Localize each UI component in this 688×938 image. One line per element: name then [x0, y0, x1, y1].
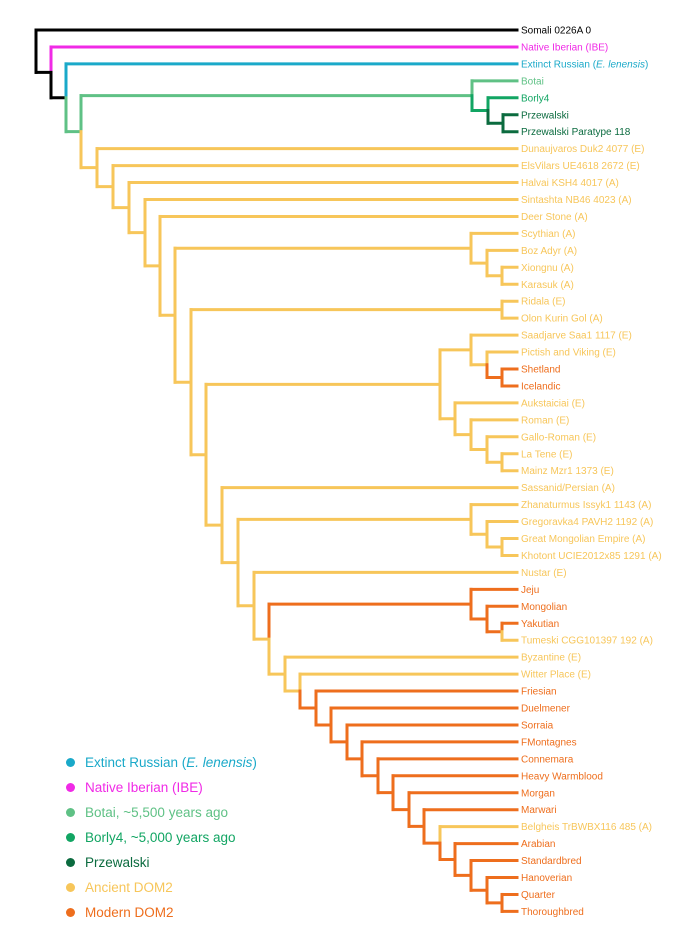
leaf-label: Mongolian — [521, 602, 567, 613]
legend-item: Extinct Russian (E. lenensis) — [66, 750, 257, 775]
leaf-label: Extinct Russian (E. lenensis) — [521, 59, 648, 70]
legend-label: Ancient DOM2 — [85, 880, 173, 895]
tree-branches — [34, 28, 519, 913]
leaf-label: La Tene (E) — [521, 449, 573, 460]
leaf-label: Gallo-Roman (E) — [521, 432, 596, 443]
leaf-label: Mainz Mzr1 1373 (E) — [521, 466, 614, 477]
leaf-label: Belgheis TrBWBX116 485 (A) — [521, 822, 652, 833]
leaf-label: Scythian (A) — [521, 229, 575, 240]
leaf-label: Karasuk (A) — [521, 280, 574, 291]
leaf-label: Somali 0226A 0 — [521, 26, 591, 37]
leaf-label: Aukstaiciai (E) — [521, 398, 585, 409]
leaf-label: Gregoravka4 PAVH2 1192 (A) — [521, 517, 653, 528]
leaf-label: Borly4 — [521, 93, 550, 104]
leaf-label: Quarter — [521, 890, 556, 901]
leaf-label: Sintashta NB46 4023 (A) — [521, 195, 632, 206]
legend-dot-icon — [66, 833, 75, 842]
leaf-label: Saadjarve Saa1 1117 (E) — [521, 331, 632, 342]
legend-item: Ancient DOM2 — [66, 875, 257, 900]
legend-item: Botai, ~5,500 years ago — [66, 800, 257, 825]
legend-dot-icon — [66, 758, 75, 767]
leaf-label: Tumeski CGG101397 192 (A) — [521, 636, 653, 647]
leaf-label: Standardbred — [521, 856, 582, 867]
legend-item: Przewalski — [66, 850, 257, 875]
legend-dot-icon — [66, 808, 75, 817]
legend-dot-icon — [66, 908, 75, 917]
leaf-label: Shetland — [521, 365, 560, 376]
leaf-label: Roman (E) — [521, 415, 569, 426]
leaf-label: Duelmener — [521, 704, 571, 715]
leaf-label: Morgan — [521, 788, 555, 799]
legend-label: Modern DOM2 — [85, 905, 174, 920]
leaf-label: Dunaujvaros Duk2 4077 (E) — [521, 144, 644, 155]
leaf-label: Sassanid/Persian (A) — [521, 483, 615, 494]
legend-label: Borly4, ~5,000 years ago — [85, 830, 236, 845]
legend: Extinct Russian (E. lenensis) Native Iber… — [66, 750, 257, 925]
leaf-label: Pictish and Viking (E) — [521, 348, 616, 359]
leaf-label: Native Iberian (IBE) — [521, 42, 608, 53]
leaf-label: Connemara — [521, 754, 574, 765]
leaf-label: Przewalski — [521, 110, 569, 121]
legend-label: Botai, ~5,500 years ago — [85, 805, 228, 820]
leaf-label: FMontagnes — [521, 737, 577, 748]
leaf-label: Byzantine (E) — [521, 653, 581, 664]
leaf-label: Thoroughbred — [521, 907, 584, 918]
legend-label: Przewalski — [85, 855, 150, 870]
leaf-label: Sorraia — [521, 720, 554, 731]
leaf-label: Xiongnu (A) — [521, 263, 574, 274]
legend-item: Modern DOM2 — [66, 900, 257, 925]
leaf-label: Przewalski Paratype 118 — [521, 127, 631, 138]
leaf-label: Nustar (E) — [521, 568, 567, 579]
leaf-label: Zhanaturmus Issyk1 1143 (A) — [521, 500, 651, 511]
leaf-label: Khotont UCIE2012x85 1291 (A) — [521, 551, 662, 562]
leaf-label: Deer Stone (A) — [521, 212, 588, 223]
leaf-label: Jeju — [521, 585, 539, 596]
leaf-label: Heavy Warmblood — [521, 771, 603, 782]
legend-label: Native Iberian (IBE) — [85, 780, 203, 795]
legend-item: Native Iberian (IBE) — [66, 775, 257, 800]
legend-label: Extinct Russian (E. lenensis) — [85, 755, 257, 770]
leaf-label: Halvai KSH4 4017 (A) — [521, 178, 619, 189]
leaf-label: Botai — [521, 76, 544, 87]
leaf-label: ElsVilars UE4618 2672 (E) — [521, 161, 640, 172]
leaf-labels: Somali 0226A 0 Native Iberian (IBE) Extinc… — [521, 26, 662, 918]
leaf-label: Ridala (E) — [521, 297, 565, 308]
leaf-label: Olon Kurin Gol (A) — [521, 314, 603, 325]
leaf-label: Icelandic — [521, 381, 560, 392]
legend-dot-icon — [66, 858, 75, 867]
leaf-label: Arabian — [521, 839, 555, 850]
leaf-label: Boz Adyr (A) — [521, 246, 577, 257]
legend-dot-icon — [66, 883, 75, 892]
leaf-label: Great Mongolian Empire (A) — [521, 534, 646, 545]
leaf-label: Yakutian — [521, 619, 559, 630]
leaf-label: Friesian — [521, 687, 557, 698]
legend-dot-icon — [66, 783, 75, 792]
leaf-label: Marwari — [521, 805, 557, 816]
leaf-label: Witter Place (E) — [521, 670, 591, 681]
leaf-label: Hanoverian — [521, 873, 572, 884]
legend-item: Borly4, ~5,000 years ago — [66, 825, 257, 850]
